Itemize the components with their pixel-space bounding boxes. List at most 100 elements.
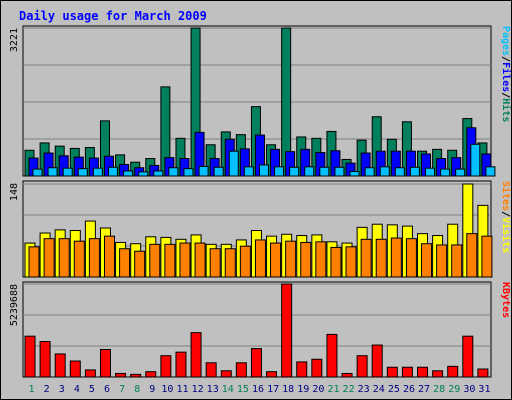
bar-sites-day-18 [285,240,297,278]
bar-kbytes-day-11 [175,351,187,378]
side-legend-separator: / [500,56,511,62]
bar-sites-day-21 [330,246,342,278]
bar-pages-day-27 [425,167,436,177]
bar-pages-day-18 [289,166,300,177]
bar-sites-day-25 [390,237,402,278]
x-tick-day-30: 30 [463,384,475,395]
bar-kbytes-day-8 [130,373,142,378]
bar-pages-day-24 [379,166,390,177]
bar-pages-day-6 [107,166,118,177]
bar-kbytes-day-10 [160,355,172,378]
x-tick-day-5: 5 [89,384,95,395]
bar-sites-day-20 [315,241,327,278]
bar-pages-day-15 [243,166,254,177]
bar-pages-day-4 [77,168,88,177]
bar-sites-day-29 [451,244,463,278]
bar-pages-day-20 [319,166,330,177]
bar-sites-day-27 [421,243,433,278]
x-tick-day-1: 1 [29,384,35,395]
x-tick-day-18: 18 [282,384,294,395]
x-tick-day-25: 25 [388,384,400,395]
bar-kbytes-day-17 [266,371,278,378]
bar-sites-day-11 [179,242,191,278]
panel-1-side-legend: Pages/Files/Hits [500,26,512,122]
bar-sites-day-28 [436,244,448,278]
bar-sites-day-10 [164,243,176,278]
bar-kbytes-day-13 [205,362,217,378]
bar-kbytes-day-3 [54,353,66,378]
x-tick-day-3: 3 [59,384,65,395]
x-tick-day-8: 8 [134,384,140,395]
bar-sites-day-1 [28,246,40,278]
bar-pages-day-9 [153,170,164,177]
bar-sites-day-6 [103,235,115,278]
bar-sites-day-17 [270,242,282,278]
bar-pages-day-12 [198,165,209,177]
bar-sites-day-22 [345,246,357,278]
bar-sites-day-2 [43,238,55,278]
x-tick-day-20: 20 [312,384,324,395]
bar-sites-day-16 [254,239,266,278]
x-tick-day-7: 7 [119,384,125,395]
x-tick-day-4: 4 [74,384,80,395]
bar-kbytes-day-31 [477,368,489,378]
bar-pages-day-10 [168,167,179,177]
bar-kbytes-day-4 [69,360,81,378]
side-legend-pages: Pages [500,26,511,56]
bar-kbytes-day-12 [190,332,202,378]
bar-kbytes-day-19 [296,361,308,378]
bar-pages-day-31 [485,166,496,177]
bar-pages-day-3 [62,167,73,177]
bar-pages-day-21 [334,166,345,177]
bar-kbytes-day-15 [235,362,247,378]
bar-kbytes-day-16 [250,348,262,378]
bar-pages-day-22 [349,170,360,177]
bar-kbytes-day-18 [281,283,293,378]
bar-kbytes-day-30 [462,335,474,378]
x-tick-day-6: 6 [104,384,110,395]
bar-kbytes-day-5 [84,369,96,378]
bar-pages-day-19 [304,166,315,177]
bar-pages-day-28 [440,168,451,177]
bar-sites-day-7 [119,248,131,278]
bar-pages-day-26 [409,166,420,177]
x-tick-day-2: 2 [44,384,50,395]
side-legend-kbytes: KBytes [500,282,511,318]
x-tick-day-12: 12 [192,384,204,395]
x-tick-day-26: 26 [403,384,415,395]
side-legend-hits: Hits [500,98,512,122]
bar-sites-day-19 [300,241,312,278]
bar-kbytes-day-14 [220,370,232,378]
chart-title: Daily usage for March 2009 [19,9,207,23]
x-tick-day-21: 21 [327,384,339,395]
x-tick-day-27: 27 [418,384,430,395]
x-tick-day-11: 11 [176,384,188,395]
bar-pages-day-5 [92,167,103,177]
panel-3-side-legend: KBytes [500,282,511,318]
bar-kbytes-day-9 [145,371,157,378]
bar-kbytes-day-27 [417,366,429,378]
side-legend-separator: / [500,92,511,98]
bar-sites-day-8 [134,250,146,278]
x-tick-day-29: 29 [448,384,460,395]
bar-sites-day-30 [466,233,478,278]
bar-sites-day-3 [58,238,70,278]
x-tick-day-23: 23 [358,384,370,395]
x-tick-day-16: 16 [252,384,264,395]
bar-pages-day-25 [394,167,405,177]
bar-kbytes-day-29 [447,365,459,378]
bar-kbytes-day-21 [326,333,338,378]
x-tick-day-9: 9 [149,384,155,395]
bar-sites-day-12 [194,242,206,278]
bar-kbytes-day-23 [356,355,368,378]
panel-3-max-label: 5239688 [9,284,20,326]
bar-pages-day-14 [228,150,239,177]
bar-sites-day-31 [481,235,493,278]
bar-kbytes-day-6 [99,348,111,378]
bar-kbytes-day-7 [115,372,127,378]
bar-sites-day-23 [360,238,372,278]
bar-kbytes-day-22 [341,372,353,378]
x-tick-day-14: 14 [222,384,234,395]
x-tick-day-15: 15 [237,384,249,395]
